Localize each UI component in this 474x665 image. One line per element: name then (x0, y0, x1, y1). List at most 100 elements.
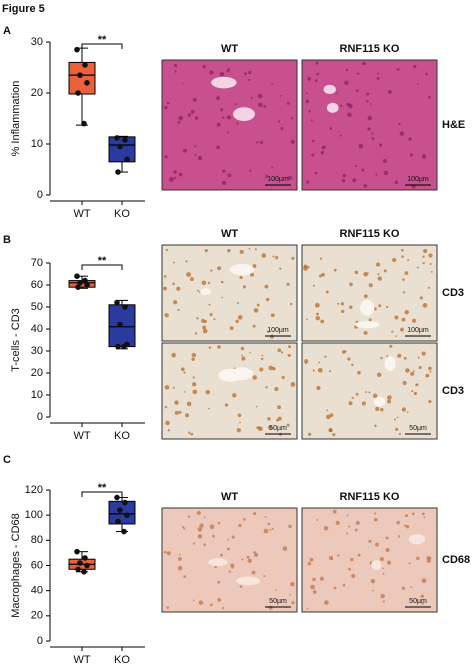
cell (287, 353, 291, 358)
cell (183, 371, 186, 374)
cell (307, 561, 312, 566)
cell (317, 367, 323, 373)
cell (282, 546, 288, 551)
cell (349, 282, 353, 287)
data-point (115, 169, 121, 175)
cell (217, 597, 222, 602)
y-tick-label: 0 (37, 411, 43, 423)
cell (203, 516, 206, 519)
data-point (77, 560, 83, 566)
cell (258, 102, 263, 108)
panel-letter: B (3, 234, 11, 246)
x-tick-label: WT (73, 208, 90, 220)
cell (358, 143, 364, 149)
cell (192, 97, 197, 102)
stain-label: H&E (442, 119, 465, 131)
cell (174, 70, 177, 73)
cell (357, 72, 360, 75)
cell (380, 407, 384, 412)
cell (188, 431, 191, 434)
cell (310, 584, 315, 590)
data-point (117, 507, 123, 513)
cell (312, 369, 315, 372)
micrograph (161, 244, 298, 342)
cell (220, 108, 224, 112)
cell (174, 400, 179, 405)
cell (172, 282, 175, 286)
cell (174, 176, 177, 180)
cell (339, 134, 342, 137)
cell (375, 406, 380, 411)
data-point (115, 343, 121, 350)
cell (224, 403, 229, 407)
cell (389, 344, 393, 348)
cell (413, 370, 415, 372)
significance-bracket (81, 43, 123, 49)
cell (286, 423, 290, 427)
cell (277, 416, 282, 421)
cell (220, 553, 224, 557)
cell (291, 601, 295, 605)
data-point (117, 143, 123, 150)
cell (382, 572, 385, 575)
cell (385, 536, 389, 540)
cell (401, 255, 404, 258)
cell (323, 526, 329, 531)
data-point (82, 277, 88, 284)
cell (340, 302, 345, 306)
cell (217, 345, 221, 349)
cell (428, 253, 433, 258)
y-tick-label: 20 (31, 367, 43, 379)
box (108, 136, 136, 163)
cell (238, 523, 242, 528)
cell (423, 516, 426, 519)
cell (260, 357, 264, 361)
cell (216, 145, 221, 150)
cell (164, 405, 168, 409)
cell (379, 556, 384, 562)
cell (315, 61, 319, 65)
cell (329, 127, 333, 130)
cell (310, 119, 313, 122)
cell (404, 514, 409, 518)
cell (163, 286, 167, 291)
cell (220, 281, 223, 284)
data-point (115, 518, 121, 525)
cell (342, 583, 346, 587)
vessel (373, 396, 386, 407)
cell (421, 512, 425, 516)
cell (425, 72, 429, 76)
cell (178, 553, 181, 556)
cell (254, 552, 259, 557)
y-tick-label: 40 (31, 323, 43, 335)
cell (351, 573, 356, 579)
cell (387, 399, 392, 404)
cell (351, 363, 354, 367)
cell (185, 260, 188, 263)
cell (264, 284, 269, 289)
y-tick-label: 30 (31, 345, 43, 357)
cell (347, 112, 352, 117)
cell (342, 173, 347, 178)
cell (387, 560, 392, 565)
y-tick-label: 70 (31, 257, 43, 269)
cell (269, 529, 272, 531)
cell (398, 432, 402, 436)
cell (178, 115, 183, 121)
data-point (84, 562, 90, 569)
cell (258, 426, 263, 432)
vessel (360, 299, 375, 316)
cell (197, 155, 203, 161)
cell (181, 82, 184, 85)
cell (408, 137, 412, 141)
cell (341, 350, 346, 354)
cell (261, 253, 267, 258)
cell (365, 391, 368, 393)
cell (309, 557, 314, 562)
cell (177, 308, 180, 311)
data-point (77, 280, 83, 286)
cell (402, 278, 405, 281)
cell (174, 410, 179, 415)
significance-bracket (81, 264, 123, 270)
cell (180, 367, 185, 372)
